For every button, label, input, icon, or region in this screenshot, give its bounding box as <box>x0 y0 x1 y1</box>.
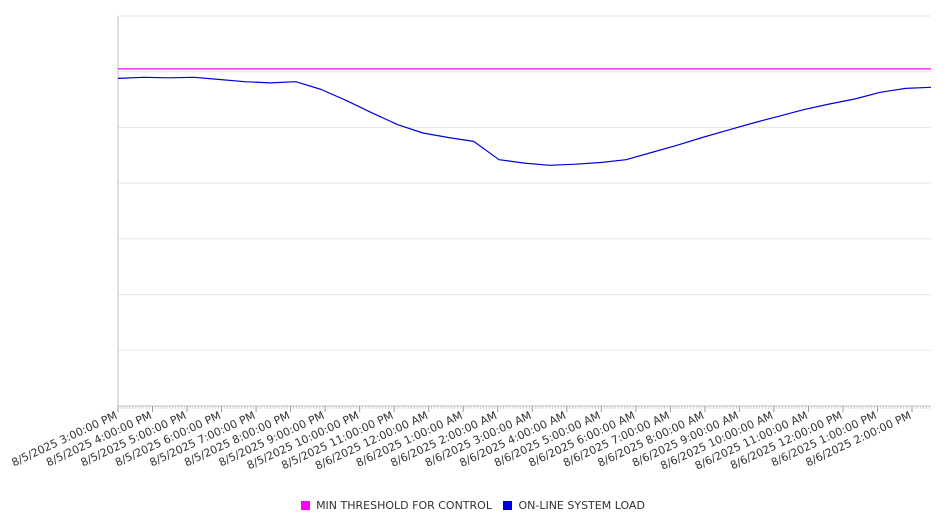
legend-label-system-load: ON-LINE SYSTEM LOAD <box>518 499 645 512</box>
legend-swatch-threshold <box>301 501 311 510</box>
legend-swatch-system-load <box>503 501 513 510</box>
system-load-line <box>117 76 932 166</box>
legend: MIN THRESHOLD FOR CONTROL ON-LINE SYSTEM… <box>0 499 946 513</box>
axes <box>117 16 931 407</box>
legend-item-threshold[interactable]: MIN THRESHOLD FOR CONTROL <box>301 499 492 512</box>
x-axis-ticks: 8/5/2025 3:00:00 PM8/5/2025 4:00:00 PM8/… <box>10 406 930 473</box>
series-lines <box>117 68 932 166</box>
grid-lines <box>118 15 931 351</box>
legend-item-system-load[interactable]: ON-LINE SYSTEM LOAD <box>503 499 645 512</box>
legend-label-threshold: MIN THRESHOLD FOR CONTROL <box>316 499 492 512</box>
